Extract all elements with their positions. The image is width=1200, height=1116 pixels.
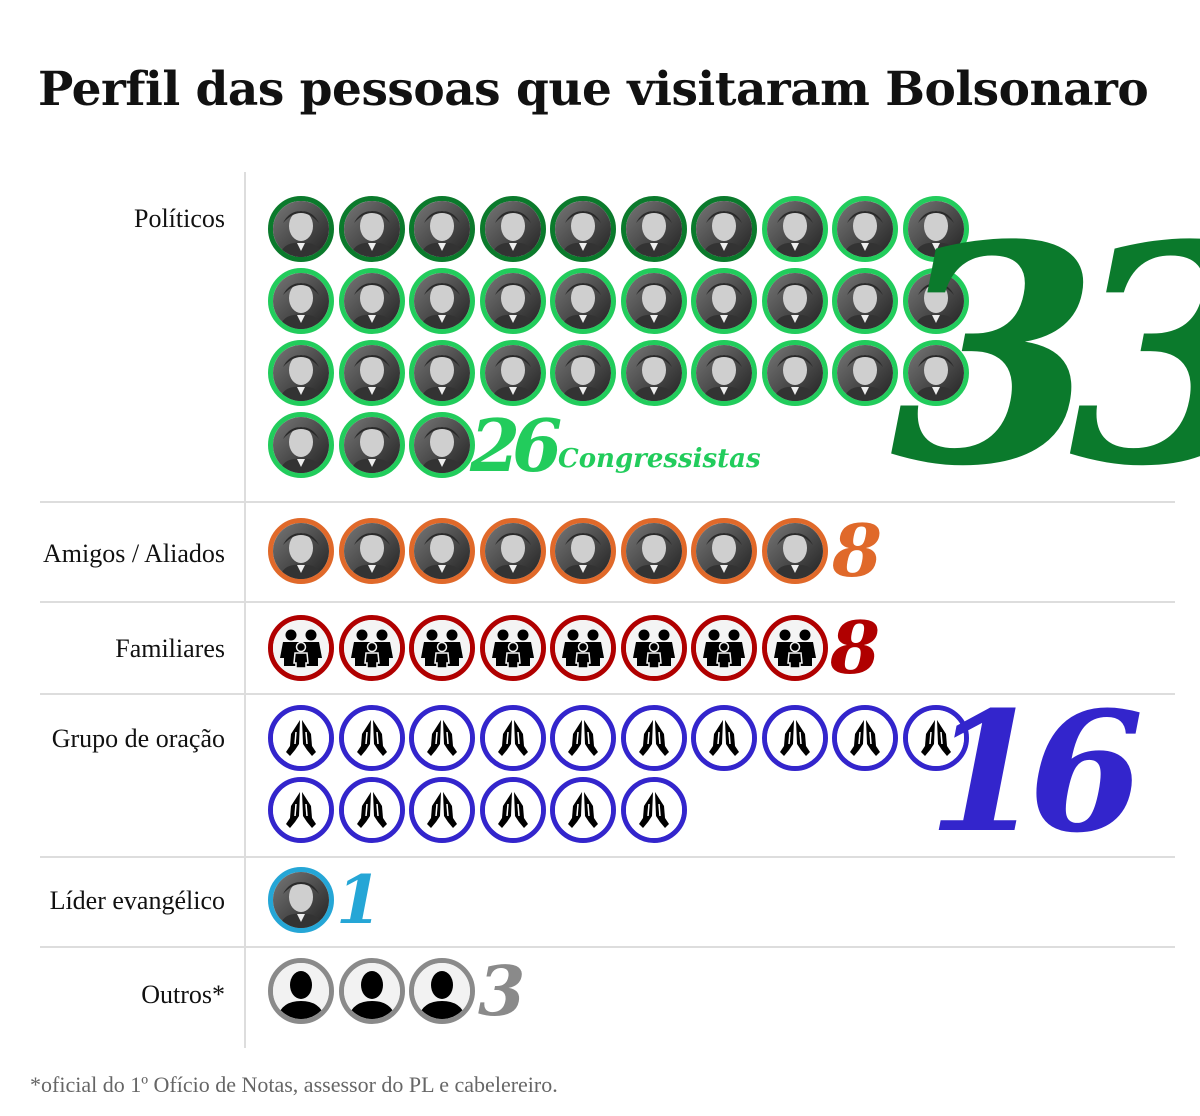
page-title: Perfil das pessoas que visitaram Bolsona… (38, 62, 1149, 117)
portrait-photo-1-2 (338, 518, 405, 584)
portrait-photo-1-6 (620, 518, 687, 584)
family-icon-2-1 (268, 615, 334, 681)
portrait-photo-0-9 (832, 196, 898, 262)
praying-hands-icon-3-11 (268, 777, 334, 843)
total-grupo-oracao: 16 (928, 675, 1144, 869)
portrait-photo-4-1 (268, 867, 334, 933)
portrait-photo-0-4 (479, 196, 546, 262)
row-divider (40, 856, 1175, 858)
portrait-photo-0-12 (338, 268, 405, 334)
portrait-photo-0-19 (832, 268, 898, 334)
praying-hands-icon-3-7 (691, 705, 757, 771)
category-label-grupo-oracao: Grupo de oração (51, 724, 225, 753)
portrait-photo-0-8 (761, 196, 828, 262)
portrait-photo-0-21 (268, 340, 334, 406)
portrait-photo-0-28 (761, 340, 828, 406)
praying-hands-icon-3-13 (409, 777, 475, 843)
category-label-lider: Líder evangélico (49, 886, 225, 915)
praying-hands-icon-3-10 (902, 705, 969, 771)
congressistas-count: 26 (470, 403, 562, 488)
footnote: *oficial do 1º Ofício de Notas, assessor… (30, 1072, 558, 1097)
portrait-photo-0-33 (409, 412, 475, 478)
family-icon-2-5 (550, 615, 616, 681)
category-label-politicos: Políticos (133, 204, 225, 233)
portrait-photo-0-2 (338, 196, 405, 262)
family-icon-2-2 (338, 615, 405, 681)
portrait-photo-0-31 (268, 412, 334, 478)
portrait-photo-0-6 (620, 196, 687, 262)
praying-hands-icon-3-12 (338, 777, 405, 843)
portrait-photo-1-8 (761, 518, 828, 584)
family-icon-2-6 (620, 615, 687, 681)
portrait-photo-0-5 (550, 196, 616, 262)
praying-hands-icon-3-15 (550, 777, 616, 843)
row-divider (40, 693, 1175, 695)
portrait-photo-0-25 (550, 340, 616, 406)
total-politicos: 33 (890, 179, 1200, 532)
portrait-photo-0-16 (620, 268, 687, 334)
portrait-photo-1-1 (268, 518, 334, 584)
praying-hands-icon-3-6 (620, 705, 687, 771)
row-divider (40, 601, 1175, 603)
portrait-photo-0-30 (902, 340, 969, 406)
praying-hands-icon-3-9 (832, 705, 898, 771)
portrait-photo-1-7 (691, 518, 757, 584)
portrait-photo-0-3 (409, 196, 475, 262)
portrait-photo-0-22 (338, 340, 405, 406)
praying-hands-icon-3-16 (620, 777, 687, 843)
praying-hands-icon-3-2 (338, 705, 405, 771)
total-amigos: 8 (832, 508, 883, 593)
category-label-familiares: Familiares (115, 634, 225, 663)
person-silhouette-icon-5-3 (409, 958, 475, 1024)
family-icon-2-4 (479, 615, 546, 681)
person-silhouette-icon-5-1 (268, 958, 334, 1024)
row-divider (40, 501, 1175, 503)
portrait-photo-0-18 (761, 268, 828, 334)
congressistas-label: Congressistas (558, 444, 761, 474)
portrait-photo-1-3 (409, 518, 475, 584)
person-silhouette-icon-5-2 (338, 958, 405, 1024)
total-familiares: 8 (830, 605, 881, 690)
portrait-photo-0-24 (479, 340, 546, 406)
portrait-photo-1-5 (550, 518, 616, 584)
portrait-photo-0-15 (550, 268, 616, 334)
praying-hands-icon-3-8 (761, 705, 828, 771)
total-lider: 1 (336, 861, 382, 939)
category-label-amigos: Amigos / Aliados (42, 539, 225, 568)
family-icon-2-8 (761, 615, 828, 681)
portrait-photo-0-32 (338, 412, 405, 478)
family-icon-2-3 (409, 615, 475, 681)
praying-hands-icon-3-14 (479, 777, 546, 843)
portrait-photo-0-7 (691, 196, 757, 262)
portrait-photo-0-27 (691, 340, 757, 406)
portrait-photo-0-14 (479, 268, 546, 334)
portrait-photo-0-17 (691, 268, 757, 334)
portrait-photo-0-26 (620, 340, 687, 406)
praying-hands-icon-3-5 (550, 705, 616, 771)
portrait-photo-0-11 (268, 268, 334, 334)
portrait-photo-0-29 (832, 340, 898, 406)
portrait-photo-1-4 (479, 518, 546, 584)
total-outros: 3 (478, 952, 526, 1032)
portrait-photo-0-13 (409, 268, 475, 334)
category-label-outros: Outros* (141, 980, 225, 1009)
portrait-photo-0-23 (409, 340, 475, 406)
portrait-photo-0-20 (902, 268, 969, 334)
portrait-photo-0-1 (268, 196, 334, 262)
praying-hands-icon-3-4 (479, 705, 546, 771)
family-icon-2-7 (691, 615, 757, 681)
praying-hands-icon-3-1 (268, 705, 334, 771)
row-divider (40, 946, 1175, 948)
praying-hands-icon-3-3 (409, 705, 475, 771)
portrait-photo-0-10 (902, 196, 969, 262)
axis-divider (244, 172, 246, 1048)
